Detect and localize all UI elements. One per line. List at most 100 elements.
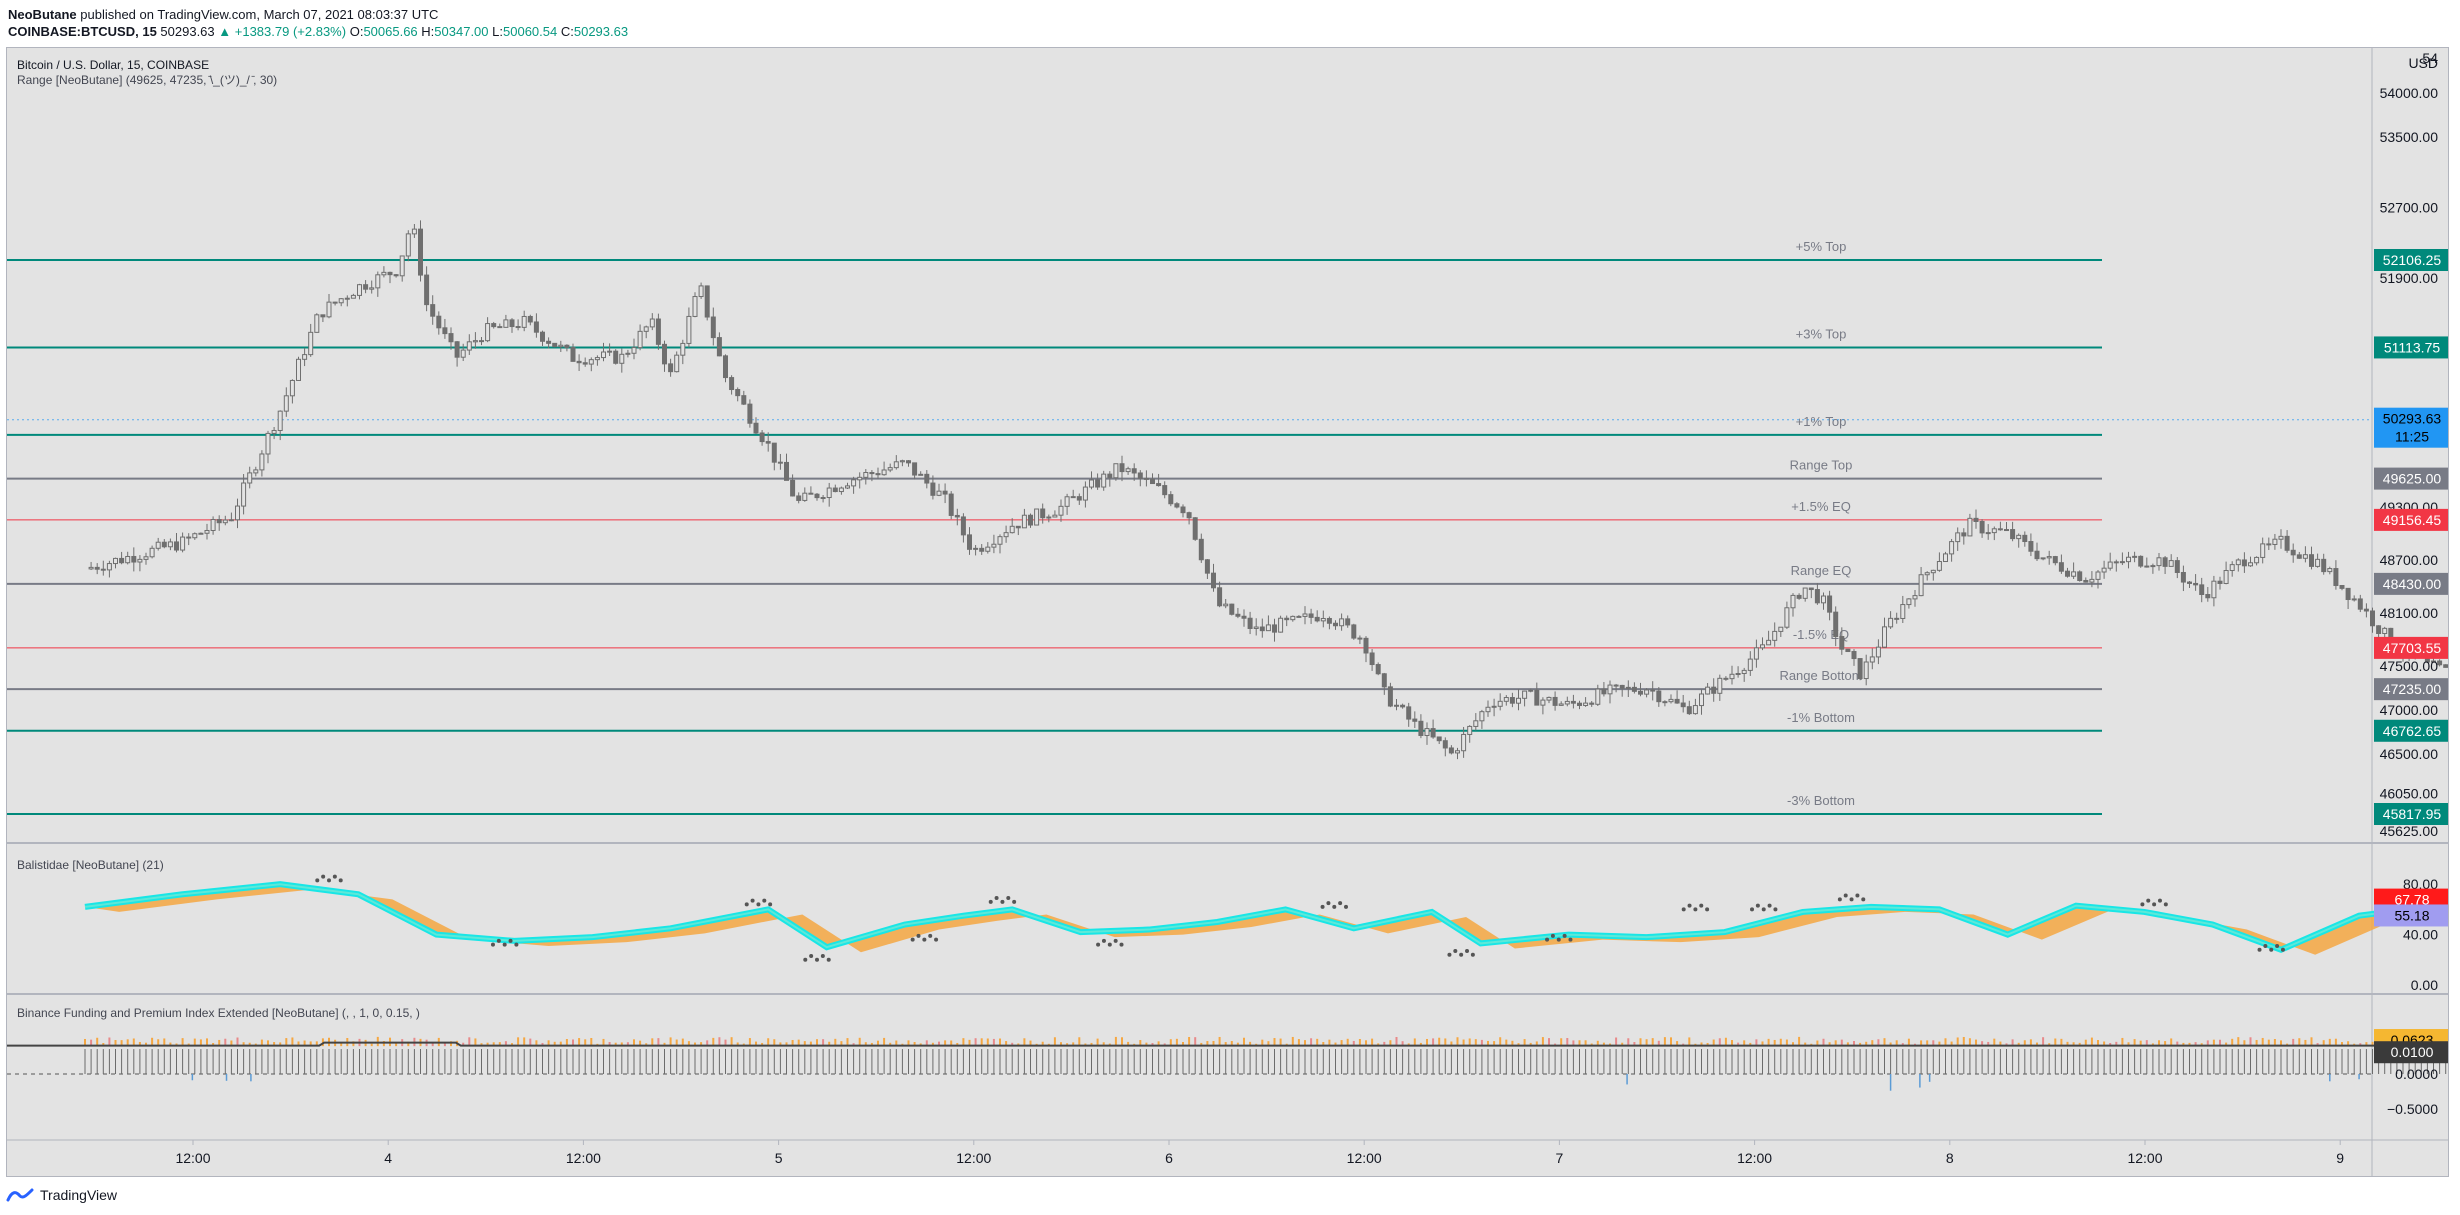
candle-body — [2290, 549, 2296, 556]
funding-legend[interactable]: Binance Funding and Premium Index Extend… — [17, 1006, 420, 1020]
oscillator-dot — [1470, 952, 1475, 957]
candle-body — [582, 362, 588, 365]
candle-body — [1076, 496, 1082, 501]
candle-body — [1686, 706, 1692, 715]
candle-body — [1967, 517, 1973, 537]
oscillator-dot — [1693, 907, 1698, 912]
candle-body — [1485, 706, 1491, 713]
candle-body — [1058, 505, 1064, 516]
candle-body — [2357, 598, 2363, 610]
oscillator-dot — [922, 937, 927, 942]
candle-body — [1607, 684, 1613, 695]
candle-body — [2126, 556, 2131, 563]
candle-body — [2156, 557, 2162, 567]
candle-body — [265, 432, 271, 455]
oscillator-value-badge-box — [2374, 904, 2448, 927]
candle-body — [1107, 473, 1113, 479]
oscillator-dot — [1107, 942, 1112, 947]
candle-body — [2107, 561, 2113, 569]
candle-body — [857, 476, 863, 481]
candle-body — [698, 285, 704, 298]
oscillator-value-badge: 67.78 — [2394, 892, 2429, 908]
oscillator-legend[interactable]: Balistidae [NeoButane] (21) — [17, 858, 164, 872]
candle-body — [1595, 688, 1601, 705]
range-level-label: +1.5% EQ — [1791, 499, 1851, 514]
candle-body — [991, 543, 997, 548]
candle-body — [1314, 616, 1320, 622]
candle-body — [2193, 582, 2199, 586]
candle-body — [1400, 704, 1406, 708]
candle-body — [1631, 686, 1637, 692]
candle-body — [1387, 686, 1393, 707]
candle-body — [241, 482, 247, 507]
candle-body — [1186, 512, 1192, 519]
candle-body — [2284, 535, 2290, 551]
oscillator-dot — [1338, 901, 1343, 906]
candle-body — [1497, 700, 1503, 707]
oscillator-dot — [768, 902, 773, 907]
candle-body — [485, 323, 491, 342]
level-price-badge-box — [2374, 249, 2448, 271]
candle-body — [2046, 556, 2052, 559]
author-name[interactable]: NeoButane — [8, 7, 77, 22]
candle-body — [448, 333, 454, 343]
candle-body — [1101, 473, 1107, 488]
candle-body — [1296, 615, 1302, 618]
price-scale-tick: 54 — [2422, 50, 2438, 66]
chart-area[interactable]: +5% Top +3% Top +1% Top Range Top +1.5% EQ Ra… — [6, 47, 2449, 1177]
candle-body — [472, 340, 478, 343]
candle-body — [875, 473, 881, 476]
oscillator-dot — [2257, 947, 2262, 952]
open-label: O: — [349, 24, 364, 39]
oscillator-dot — [988, 899, 993, 904]
candle-body — [155, 541, 161, 549]
candle-body — [1790, 594, 1796, 609]
oscillator-dot — [1453, 948, 1458, 953]
candle-body — [1034, 508, 1040, 526]
publication-header: NeoButane published on TradingView.com, … — [8, 6, 2448, 42]
candle-body — [1302, 613, 1308, 617]
chart-canvas[interactable]: +5% Top +3% Top +1% Top Range Top +1.5% EQ Ra… — [7, 48, 2449, 1177]
level-price-badge-box — [2374, 636, 2448, 659]
range-indicator-legend[interactable]: Range [NeoButane] (49625, 47235, ̄\_(ツ)_… — [17, 73, 278, 87]
candle-body — [2180, 571, 2186, 583]
range-level-label: +3% Top — [1796, 326, 1847, 341]
candle-body — [985, 546, 991, 552]
candle-body — [1229, 603, 1235, 615]
candle-body — [1320, 617, 1326, 622]
oscillator-dot — [1000, 899, 1005, 904]
candle-body — [1924, 572, 1930, 576]
candle-body — [1143, 477, 1149, 480]
candle-body — [1522, 690, 1528, 699]
main-legend-title[interactable]: Bitcoin / U.S. Dollar, 15, COINBASE — [17, 58, 210, 72]
oscillator-dot — [1006, 896, 1011, 901]
time-axis-tick: 12:00 — [566, 1150, 601, 1166]
tradingview-brand[interactable]: TradingView — [40, 1187, 118, 1203]
candle-body — [424, 274, 430, 306]
candle-body — [1204, 559, 1210, 574]
candle-body — [1021, 514, 1027, 529]
candle-body — [1052, 514, 1058, 518]
candle-body — [387, 271, 393, 276]
candle-body — [1869, 656, 1875, 663]
candle-body — [2333, 568, 2339, 586]
candle-body — [1284, 617, 1290, 621]
candle-body — [918, 473, 924, 476]
price-scale-tick: 52700.00 — [2380, 200, 2439, 216]
candle-body — [649, 318, 655, 328]
candle-body — [228, 519, 234, 522]
oscillator-dot — [1699, 903, 1704, 908]
candle-body — [1747, 658, 1753, 671]
oscillator-dot — [1861, 897, 1866, 902]
candle-body — [222, 519, 228, 524]
candle-body — [2241, 559, 2247, 567]
time-axis-tick: 12:00 — [2127, 1150, 2162, 1166]
candle-body — [973, 547, 979, 550]
candle-body — [741, 395, 747, 405]
candle-body — [1040, 508, 1046, 519]
candle-body — [2345, 587, 2351, 601]
candle-body — [1851, 651, 1857, 660]
level-price-badge: 48430.00 — [2383, 576, 2442, 592]
candle-body — [198, 532, 204, 535]
candle-body — [1735, 673, 1741, 676]
